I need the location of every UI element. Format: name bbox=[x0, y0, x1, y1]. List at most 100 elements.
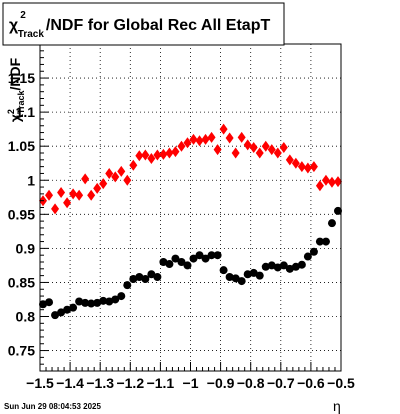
data-point bbox=[153, 149, 162, 161]
data-point bbox=[117, 292, 126, 301]
data-point bbox=[39, 300, 48, 309]
timestamp: Sun Jun 29 08:04:53 2025 bbox=[4, 402, 101, 411]
data-point bbox=[333, 176, 342, 188]
y-tick-label: 0.8 bbox=[16, 309, 36, 325]
data-point bbox=[51, 311, 60, 320]
data-point bbox=[189, 133, 198, 145]
data-point bbox=[135, 272, 144, 281]
data-point bbox=[315, 180, 324, 192]
data-point bbox=[147, 152, 156, 164]
data-point bbox=[69, 188, 78, 200]
data-point bbox=[111, 295, 120, 304]
data-point bbox=[249, 268, 258, 277]
data-point bbox=[153, 272, 162, 281]
data-point bbox=[141, 275, 150, 284]
y-tick-label: 1.05 bbox=[8, 138, 35, 154]
data-point bbox=[285, 154, 294, 166]
data-point bbox=[75, 189, 84, 201]
data-point bbox=[159, 148, 168, 160]
data-point bbox=[135, 150, 144, 162]
data-point bbox=[321, 174, 330, 186]
data-point bbox=[303, 252, 312, 261]
data-point bbox=[213, 144, 222, 156]
data-point bbox=[171, 146, 180, 158]
data-point bbox=[291, 262, 300, 271]
data-point bbox=[321, 237, 330, 246]
y-tick-label: 0.9 bbox=[16, 240, 36, 256]
data-point bbox=[237, 277, 246, 286]
data-point bbox=[261, 140, 270, 152]
data-point bbox=[309, 247, 318, 256]
data-point bbox=[195, 135, 204, 147]
data-point bbox=[123, 281, 132, 290]
data-point bbox=[165, 260, 174, 269]
data-point bbox=[279, 261, 288, 270]
data-point bbox=[183, 137, 192, 149]
data-point bbox=[219, 266, 228, 275]
red-diamond-series bbox=[39, 123, 342, 215]
data-point bbox=[207, 131, 216, 143]
data-point bbox=[177, 140, 186, 152]
grid bbox=[40, 44, 341, 371]
data-point bbox=[111, 171, 120, 183]
y-tick-label: 1 bbox=[27, 172, 35, 188]
x-tick-label: −0.9 bbox=[207, 375, 235, 391]
data-point bbox=[231, 274, 240, 283]
data-point bbox=[123, 174, 132, 186]
data-point bbox=[99, 296, 108, 305]
data-point bbox=[183, 261, 192, 270]
data-point bbox=[63, 305, 72, 314]
x-tick-label: −1.2 bbox=[116, 375, 144, 391]
data-point bbox=[297, 161, 306, 173]
data-point bbox=[87, 299, 96, 308]
data-point bbox=[57, 308, 66, 317]
data-point bbox=[285, 264, 294, 273]
data-point bbox=[99, 178, 108, 190]
y-tick-label: 1.1 bbox=[16, 104, 36, 120]
x-axis-label: η bbox=[333, 398, 341, 414]
data-point bbox=[243, 139, 252, 151]
data-point bbox=[315, 237, 324, 246]
x-tick-label: −0.8 bbox=[237, 375, 265, 391]
series-layer bbox=[39, 123, 342, 320]
data-point bbox=[159, 258, 168, 266]
data-point bbox=[231, 147, 240, 159]
data-point bbox=[81, 298, 90, 307]
y-axis-label: χ2Track/NDF bbox=[6, 57, 26, 122]
x-tick-label: −0.5 bbox=[327, 375, 355, 391]
data-point bbox=[129, 159, 138, 171]
data-point bbox=[225, 272, 234, 281]
data-point bbox=[309, 161, 318, 173]
data-point bbox=[255, 147, 264, 159]
data-point bbox=[201, 254, 210, 263]
black-circle-series bbox=[39, 206, 342, 320]
data-point bbox=[87, 189, 96, 201]
data-point bbox=[81, 173, 90, 185]
x-tick-label: −1 bbox=[183, 375, 199, 391]
x-tick-label: −0.6 bbox=[297, 375, 325, 391]
data-point bbox=[117, 165, 126, 177]
data-point bbox=[255, 271, 264, 280]
data-point bbox=[297, 260, 306, 269]
data-point bbox=[327, 219, 336, 228]
data-point bbox=[105, 167, 114, 179]
data-point bbox=[267, 144, 276, 156]
data-point bbox=[225, 132, 234, 144]
axes: −1.5 −1.4 −1.3 −1.2 −1.1 −1 −0.9 −0.8 −0.7 −0.6 −0… bbox=[8, 43, 355, 391]
data-point bbox=[327, 176, 336, 188]
data-point bbox=[201, 133, 210, 145]
y-tick-label: 0.85 bbox=[8, 274, 35, 290]
data-point bbox=[303, 162, 312, 174]
data-point bbox=[273, 263, 282, 272]
data-point bbox=[333, 206, 342, 215]
data-point bbox=[51, 203, 60, 215]
data-point bbox=[93, 298, 102, 307]
data-point bbox=[177, 258, 186, 266]
data-point bbox=[273, 147, 282, 159]
data-point bbox=[237, 131, 246, 143]
data-point bbox=[195, 251, 204, 260]
data-point bbox=[129, 275, 138, 284]
data-point bbox=[261, 262, 270, 271]
